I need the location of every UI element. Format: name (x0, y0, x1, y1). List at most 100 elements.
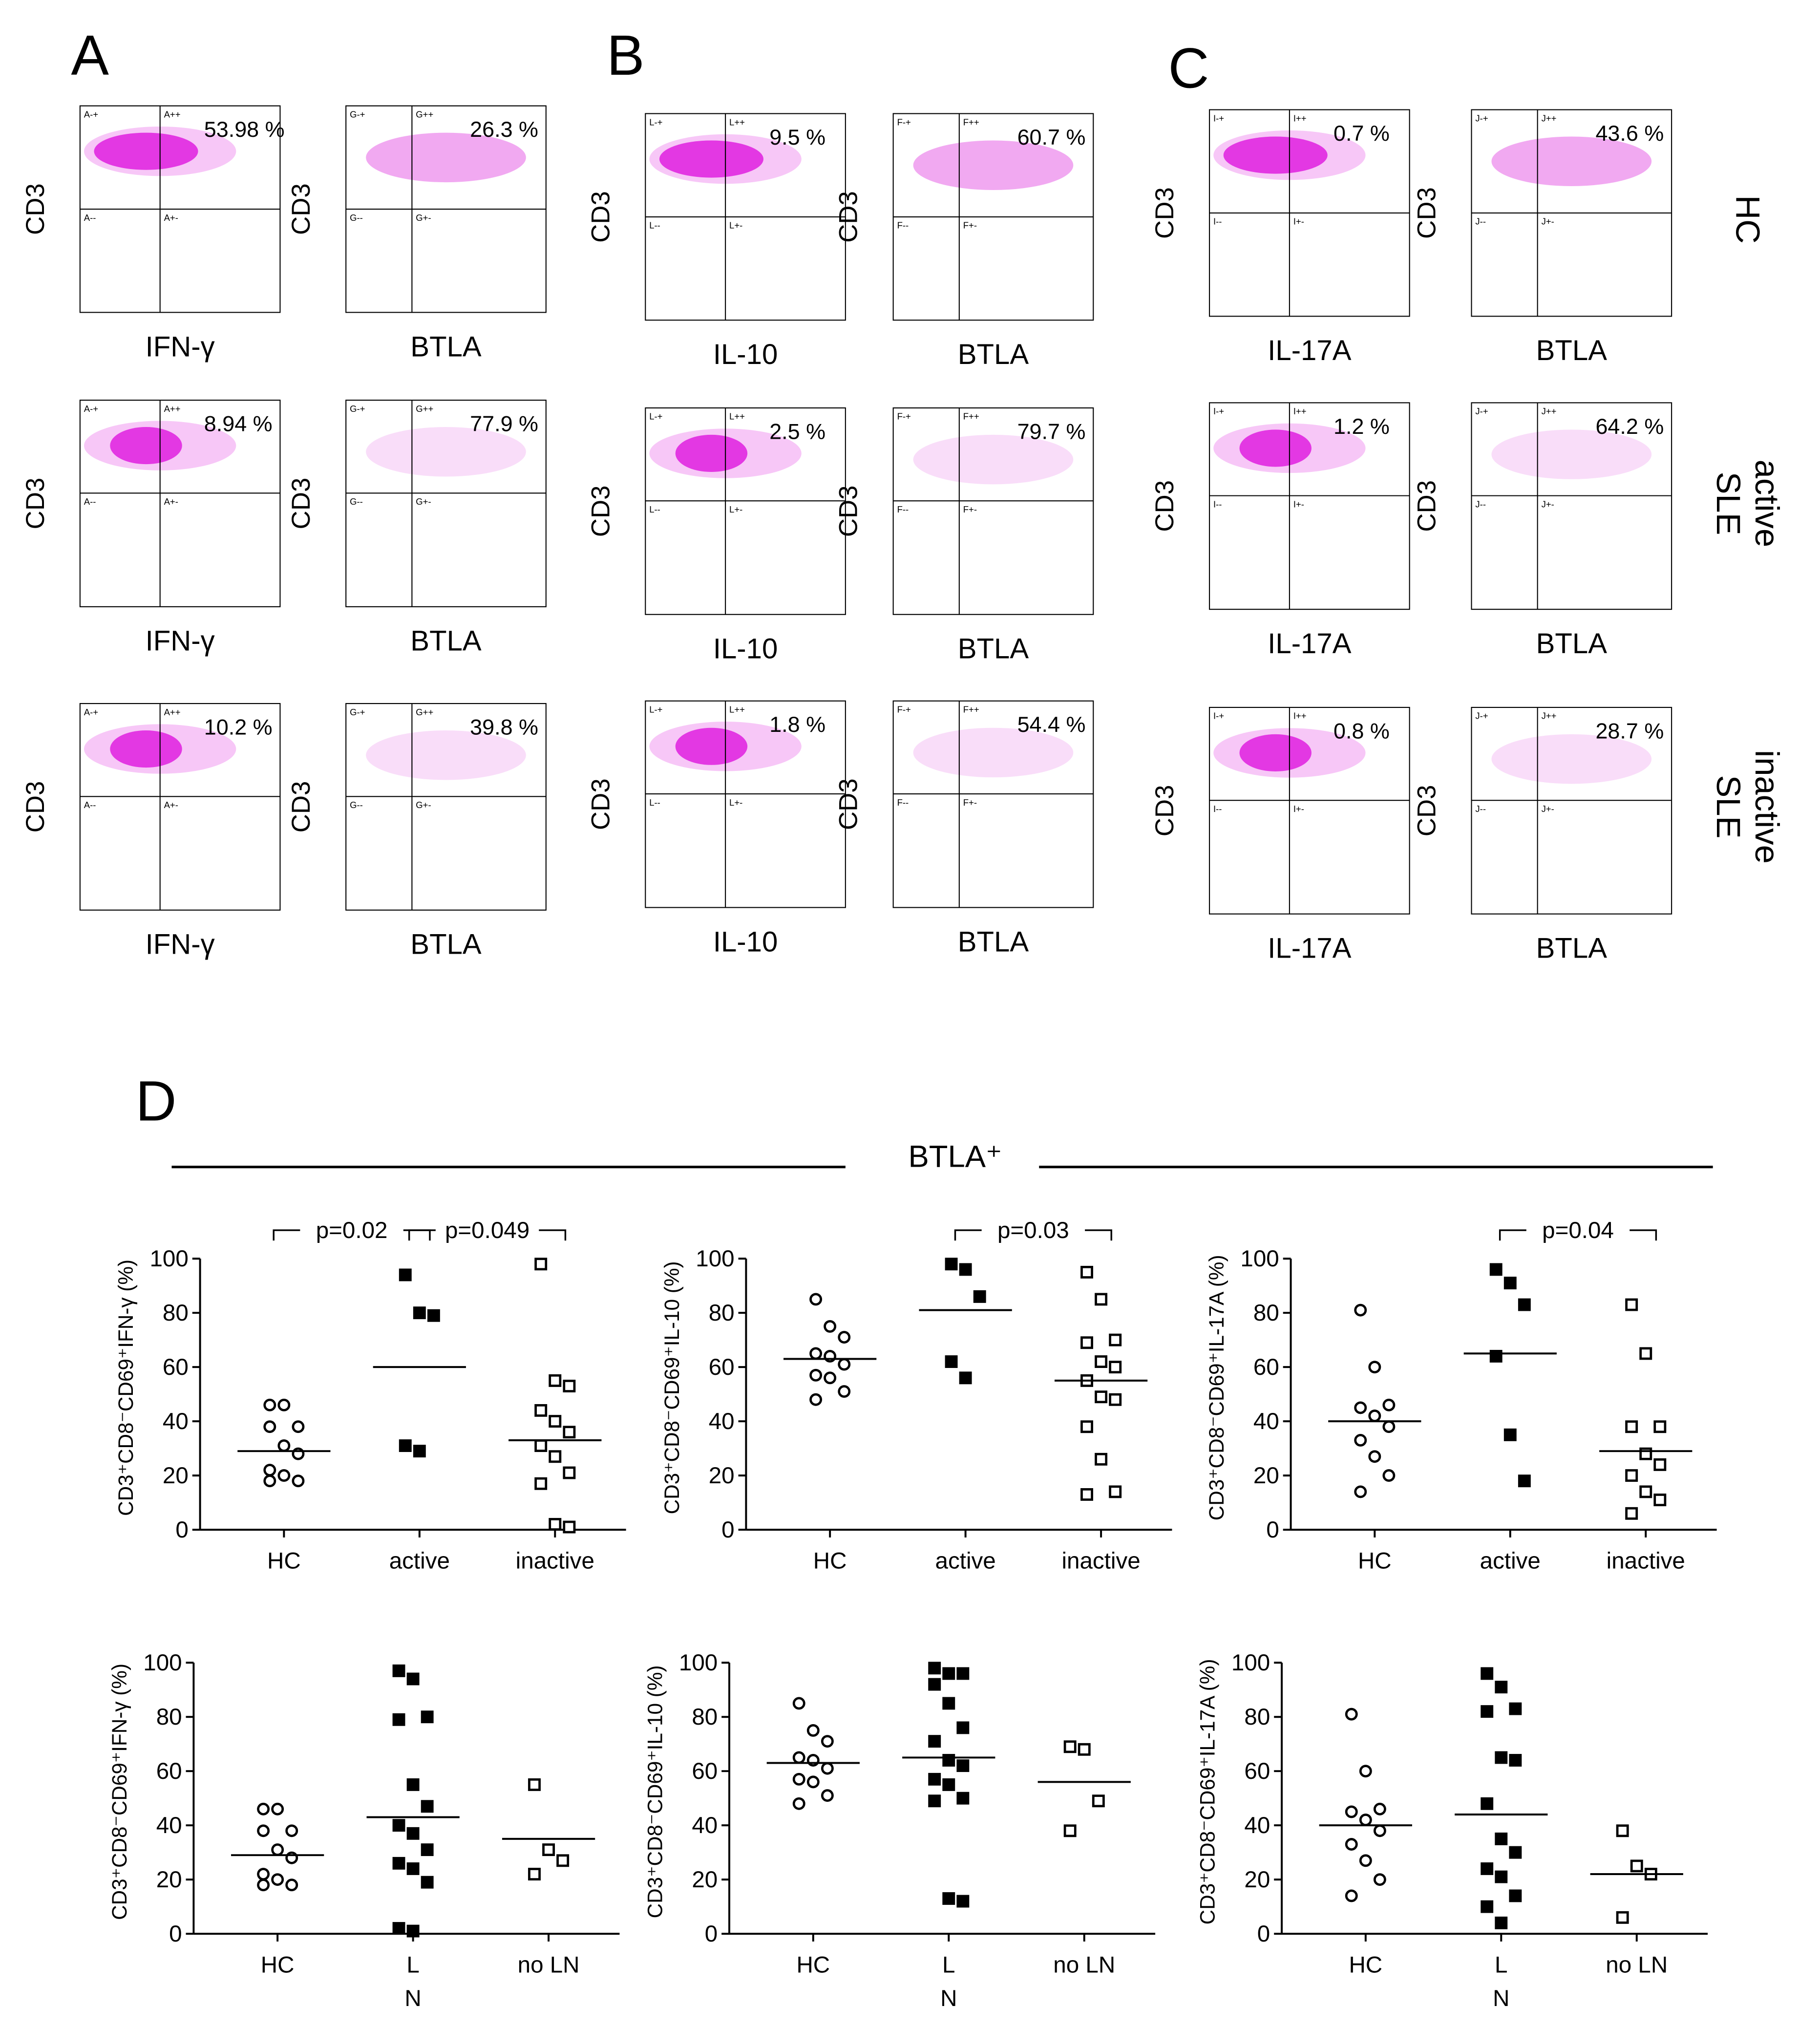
quadrant-label: A-- (84, 496, 96, 507)
y-axis-label: CD3 (1413, 480, 1441, 532)
x-axis-label: IFN-γ (146, 625, 215, 657)
data-point (534, 1404, 548, 1417)
data-point (406, 1672, 420, 1686)
gate-percent: 0.7 % (1333, 121, 1390, 146)
quadrant-label: L-- (649, 504, 660, 514)
y-tick-label: 80 (163, 1300, 189, 1326)
x-axis-label: IL-10 (713, 926, 778, 958)
data-point (257, 1802, 270, 1815)
data-point (928, 1662, 941, 1675)
data-point (399, 1439, 412, 1452)
quadrant-label: L+- (729, 504, 742, 514)
gate-percent: 43.6 % (1595, 121, 1664, 146)
quadrant-label: I++ (1293, 406, 1307, 416)
y-axis-label: CD3⁺CD8⁻CD69⁺IL-17A (%) (1196, 1659, 1219, 1925)
quadrant-label: G++ (416, 707, 433, 717)
quadrant-label: G-+ (350, 707, 365, 717)
data-point (1368, 1450, 1381, 1463)
panel-letter: B (607, 23, 645, 87)
data-point (806, 1775, 820, 1789)
panel-letter: D (135, 1069, 176, 1132)
y-axis-label: CD3 (586, 191, 615, 243)
x-axis-label: IFN-γ (146, 929, 215, 961)
y-tick-label: 0 (721, 1517, 734, 1543)
data-point (942, 1667, 955, 1680)
x-axis-label: IL-10 (713, 339, 778, 370)
plot-frame (1209, 402, 1410, 610)
data-point (271, 1843, 284, 1857)
data-point (285, 1879, 298, 1892)
data-point (549, 1450, 562, 1463)
quadrant-label: L++ (729, 704, 745, 715)
data-point (1080, 1488, 1093, 1501)
data-point (956, 1792, 970, 1805)
data-point (1518, 1474, 1531, 1488)
quadrant-label: A-+ (84, 109, 98, 119)
data-point (945, 1355, 958, 1368)
quadrant-label: L++ (729, 411, 745, 422)
y-tick-label: 40 (1244, 1813, 1270, 1838)
data-point (1503, 1428, 1517, 1441)
data-point (1639, 1485, 1652, 1498)
y-tick-label: 100 (1240, 1246, 1279, 1272)
y-tick-label: 80 (156, 1704, 182, 1730)
data-point (824, 1320, 837, 1333)
data-point (292, 1420, 305, 1433)
data-point (549, 1374, 562, 1387)
y-tick-label: 40 (163, 1409, 189, 1434)
y-tick-label: 0 (1257, 1921, 1270, 1947)
data-point (534, 1477, 548, 1490)
data-point (1382, 1420, 1396, 1433)
data-point (392, 1713, 405, 1726)
gate-percent: 39.8 % (470, 714, 538, 739)
data-point (792, 1751, 805, 1764)
data-point (956, 1721, 970, 1734)
y-axis-label: CD3⁺CD8⁻CD69⁺IL-10 (%) (660, 1261, 683, 1514)
y-axis-label: CD3 (287, 478, 316, 530)
x-axis-label: IFN-γ (146, 331, 215, 363)
y-tick-label: 20 (1244, 1867, 1270, 1893)
data-point (406, 1924, 420, 1938)
x-tick-label: N (940, 1985, 957, 2011)
x-tick-label: HC (1358, 1548, 1392, 1574)
data-point (1616, 1824, 1629, 1837)
data-point (1373, 1802, 1386, 1815)
event-cloud (675, 434, 748, 472)
gate-percent: 2.5 % (769, 419, 825, 444)
data-point (1481, 1667, 1494, 1680)
y-tick-label: 20 (692, 1867, 718, 1893)
data-point (392, 1664, 405, 1677)
data-point (821, 1789, 834, 1802)
x-tick-label: N (404, 1985, 421, 2011)
x-axis-label: IL-10 (713, 633, 778, 665)
data-point (1382, 1398, 1396, 1411)
data-point (1092, 1794, 1105, 1808)
data-point (1481, 1900, 1494, 1913)
quadrant-label: L-- (649, 220, 660, 231)
y-tick-label: 100 (679, 1650, 718, 1676)
data-point (1653, 1494, 1667, 1506)
data-point (942, 1697, 955, 1710)
event-cloud (1491, 429, 1652, 479)
p-value: p=0.03 (997, 1217, 1069, 1243)
quadrant-label: I++ (1293, 113, 1307, 123)
quadrant-label: I-+ (1213, 113, 1224, 123)
data-point (1495, 1751, 1508, 1764)
y-tick-label: 60 (1244, 1758, 1270, 1784)
y-tick-label: 20 (156, 1867, 182, 1893)
event-cloud (366, 730, 526, 780)
data-point (563, 1426, 576, 1439)
data-point (928, 1735, 941, 1748)
event-cloud (1491, 136, 1652, 187)
data-point (1345, 1708, 1358, 1721)
data-point (959, 1263, 972, 1276)
quadrant-label: G+- (416, 800, 431, 810)
data-point (421, 1843, 434, 1857)
event-cloud (659, 140, 763, 178)
data-point (1495, 1916, 1508, 1929)
data-point (1078, 1743, 1091, 1756)
event-cloud (1491, 734, 1652, 784)
quadrant-label: G-- (350, 496, 363, 507)
x-axis-label: BTLA (1536, 933, 1608, 964)
